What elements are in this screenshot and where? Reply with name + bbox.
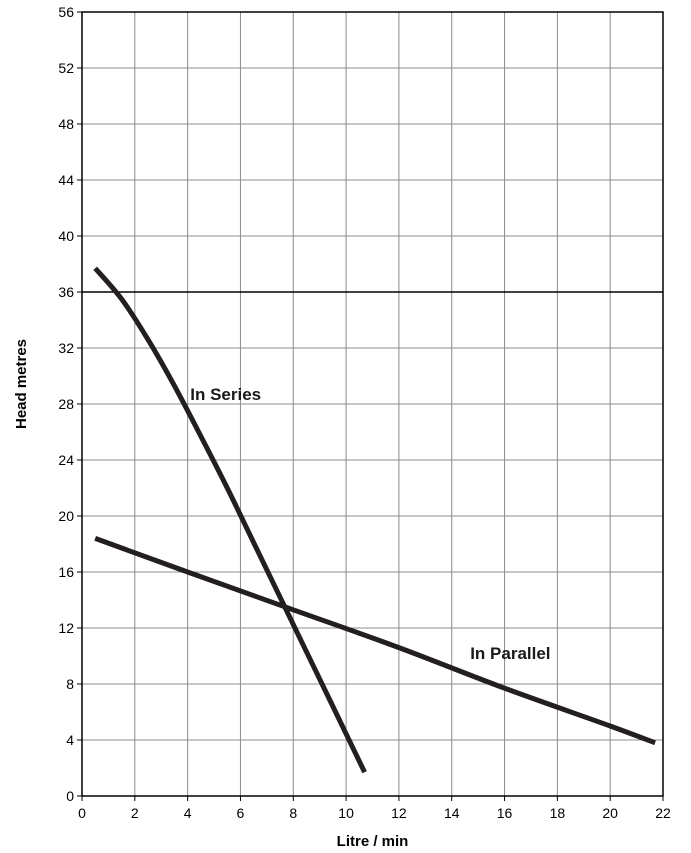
y-tick-label: 56 [58,4,74,20]
in-parallel-label: In Parallel [470,644,550,663]
in-parallel-line [94,536,656,746]
y-tick-label: 36 [58,284,74,300]
x-tick-label: 22 [655,805,671,821]
y-tick-label: 28 [58,396,74,412]
x-tick-label: 14 [444,805,460,821]
x-tick-label: 8 [289,805,297,821]
in-series-line [93,266,367,774]
grid [82,12,663,796]
y-tick-label: 4 [66,732,74,748]
y-tick-label: 8 [66,676,74,692]
in-series-label: In Series [190,385,261,404]
x-axis-title: Litre / min [337,833,409,850]
x-tick-label: 4 [184,805,192,821]
y-tick-label: 44 [58,172,74,188]
x-tick-label: 18 [550,805,566,821]
x-tick-label: 16 [497,805,513,821]
y-tick-label: 40 [58,228,74,244]
series-layer [93,266,656,774]
x-tick-label: 20 [602,805,618,821]
y-tick-label: 32 [58,340,74,356]
y-tick-label: 0 [66,788,74,804]
y-tick-label: 16 [58,564,74,580]
y-tick-label: 52 [58,60,74,76]
y-tick-label: 24 [58,452,74,468]
series-label-layer: In Series In Parallel [190,385,550,663]
x-tick-label: 2 [131,805,139,821]
x-tick-label: 12 [391,805,407,821]
y-tick-label: 20 [58,508,74,524]
y-tick-label: 12 [58,620,74,636]
tick-layer: 0 2 4 6 8 10 12 14 16 18 20 22048121620242832364044… [58,4,671,821]
x-tick-label: 10 [338,805,354,821]
y-tick-label: 48 [58,116,74,132]
x-tick-label: 0 [78,805,86,821]
x-tick-label: 6 [237,805,245,821]
y-axis-title: Head metres [13,339,30,429]
